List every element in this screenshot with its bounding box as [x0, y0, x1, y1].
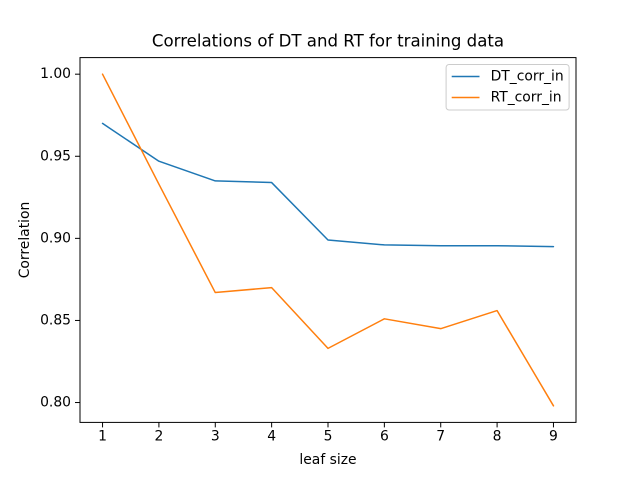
plot-dynamic-content: 1 2 3 4 5 6 7 8 9 0.80 0.85 0.90 0.95 1.00 DT_corr_in R… — [40, 57, 577, 444]
x-tick-label: 2 — [154, 428, 163, 444]
x-tick-label: 7 — [436, 428, 445, 444]
series-line-RT_corr_in — [101, 73, 555, 407]
x-tick-label: 3 — [211, 428, 220, 444]
x-tick-label: 4 — [267, 428, 276, 444]
x-tick-label: 6 — [380, 428, 389, 444]
x-tick-label: 5 — [324, 428, 333, 444]
legend-label-DT_corr_in: DT_corr_in — [491, 69, 564, 85]
x-tick-label: 1 — [98, 428, 107, 444]
x-tick-label: 9 — [549, 428, 558, 444]
x-tick-label: 8 — [493, 428, 502, 444]
y-axis-label: Correlation — [17, 202, 33, 279]
y-tick-label: 0.85 — [40, 312, 71, 328]
legend-label-RT_corr_in: RT_corr_in — [491, 90, 562, 106]
y-tick-label: 0.95 — [40, 148, 71, 164]
y-tick-label: 0.90 — [40, 230, 71, 246]
y-tick-label: 1.00 — [40, 66, 71, 82]
x-axis-label: leaf size — [299, 452, 356, 468]
series-line-DT_corr_in — [101, 122, 555, 248]
y-tick-label: 0.80 — [40, 395, 71, 411]
chart-title: Correlations of DT and RT for training d… — [152, 32, 504, 51]
